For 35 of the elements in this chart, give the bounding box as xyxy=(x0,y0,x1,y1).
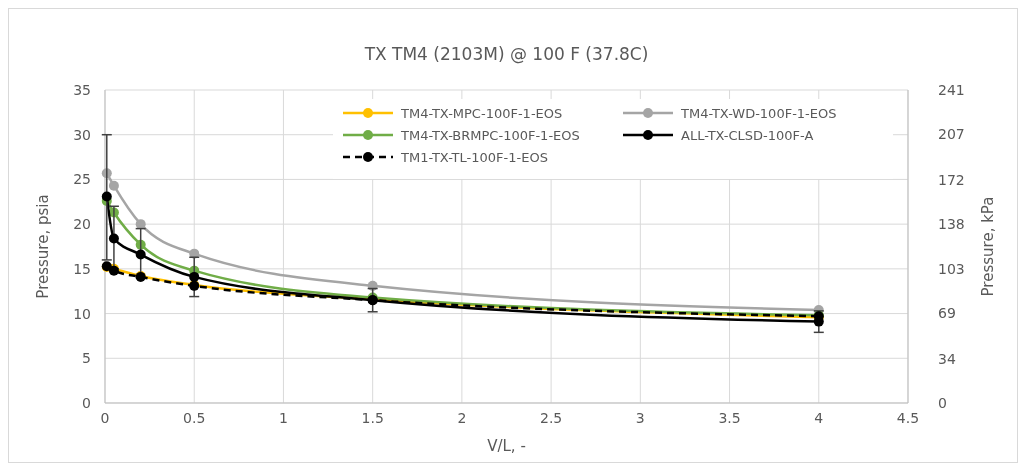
chart-title: TX TM4 (2103M) @ 100 F (37.8C) xyxy=(363,44,649,64)
x-tick-label: 0.5 xyxy=(183,410,206,426)
y2-tick-label: 138 xyxy=(938,215,965,232)
y2-tick-label: 69 xyxy=(938,305,956,322)
x-tick-label: 1.5 xyxy=(361,410,384,426)
x-tick-label: 2.5 xyxy=(539,410,563,426)
y2-tick-label: 172 xyxy=(938,171,965,188)
x-tick-label: 3 xyxy=(635,410,645,426)
y2-tick-label: 241 xyxy=(938,82,965,98)
y-tick-label: 5 xyxy=(82,350,91,367)
y-tick-label: 30 xyxy=(73,126,91,143)
legend-label: TM4-TX-MPC-100F-1-EOS xyxy=(400,106,563,121)
x-tick-label: 3.5 xyxy=(718,410,741,426)
legend-label: TM1-TX-TL-100F-1-EOS xyxy=(400,150,548,165)
legend-label: ALL-TX-CLSD-100F-A xyxy=(681,128,814,143)
y-axis-title: Pressure, psia xyxy=(34,194,52,299)
x-tick-label: 4.5 xyxy=(896,410,920,426)
x-tick-label: 4 xyxy=(814,410,824,426)
x-tick-label: 1 xyxy=(278,410,288,426)
x-tick-label: 2 xyxy=(457,410,467,426)
legend-label: TM4-TX-BRMPC-100F-1-EOS xyxy=(400,128,580,143)
y2-tick-label: 0 xyxy=(938,395,947,411)
y-tick-label: 25 xyxy=(73,171,91,188)
y2-tick-label: 103 xyxy=(938,261,965,278)
x-axis-title: V/L, - xyxy=(487,437,526,455)
y2-axis-title: Pressure, kPa xyxy=(979,196,997,297)
y-tick-label: 15 xyxy=(73,260,91,277)
x-tick-label: 0 xyxy=(100,410,110,426)
y-tick-label: 10 xyxy=(73,305,91,322)
y-tick-label: 0 xyxy=(82,395,91,411)
y2-tick-label: 207 xyxy=(938,126,965,143)
y2-tick-label: 34 xyxy=(938,350,956,367)
y-tick-label: 35 xyxy=(73,82,91,98)
y-tick-label: 20 xyxy=(73,216,91,233)
legend-label: TM4-TX-WD-100F-1-EOS xyxy=(680,106,837,121)
